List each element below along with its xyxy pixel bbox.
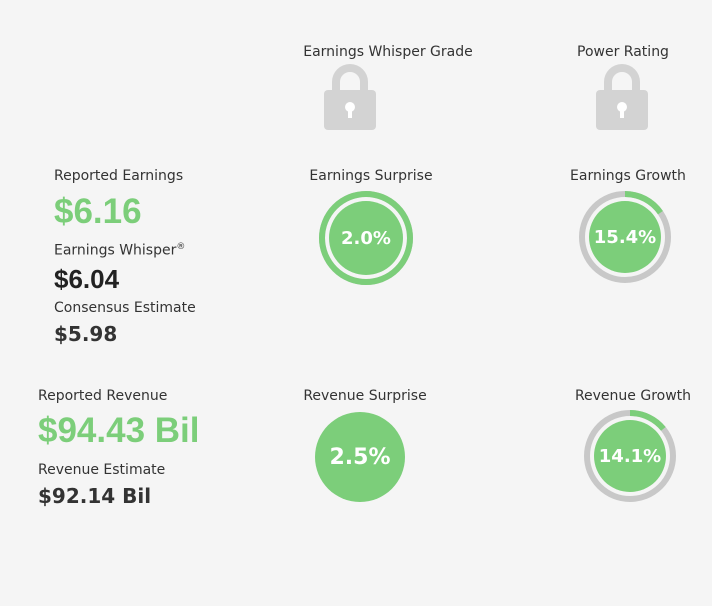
earnings-growth-label: Earnings Growth	[570, 168, 686, 184]
earnings-whisper-grade-label: Earnings Whisper Grade	[303, 44, 473, 60]
lock-icon	[322, 60, 378, 132]
revenue-estimate-value: $92.14 Bil	[38, 484, 152, 508]
earnings-whisper-label: Earnings Whisper	[54, 242, 177, 259]
earnings-surprise-value: 2.0%	[341, 227, 391, 249]
revenue-surprise-label: Revenue Surprise	[303, 388, 427, 404]
revenue-surprise-circle: 2.5%	[315, 412, 405, 502]
reported-revenue-label: Reported Revenue	[38, 388, 168, 404]
power-rating-label: Power Rating	[577, 44, 669, 60]
earnings-whisper-label-wrap: Earnings Whisper®	[54, 242, 185, 259]
revenue-growth-ring: 14.1%	[584, 410, 676, 502]
registered-mark: ®	[176, 242, 186, 252]
revenue-growth-value: 14.1%	[598, 445, 662, 467]
consensus-estimate-value: $5.98	[54, 322, 118, 346]
revenue-surprise-value: 2.5%	[329, 444, 391, 470]
earnings-whisper-value: $6.04	[54, 264, 120, 294]
reported-earnings-value: $6.16	[54, 192, 142, 231]
earnings-growth-value: 15.4%	[593, 226, 657, 248]
reported-earnings-label: Reported Earnings	[54, 168, 184, 184]
lock-icon	[594, 60, 650, 132]
revenue-growth-label: Revenue Growth	[574, 388, 692, 404]
reported-revenue-value: $94.43 Bil	[38, 411, 200, 450]
earnings-growth-ring: 15.4%	[579, 191, 671, 283]
earnings-surprise-label: Earnings Surprise	[309, 168, 433, 184]
revenue-estimate-label: Revenue Estimate	[38, 462, 166, 478]
earnings-surprise-ring: 2.0%	[319, 191, 413, 285]
consensus-estimate-label: Consensus Estimate	[54, 300, 196, 316]
